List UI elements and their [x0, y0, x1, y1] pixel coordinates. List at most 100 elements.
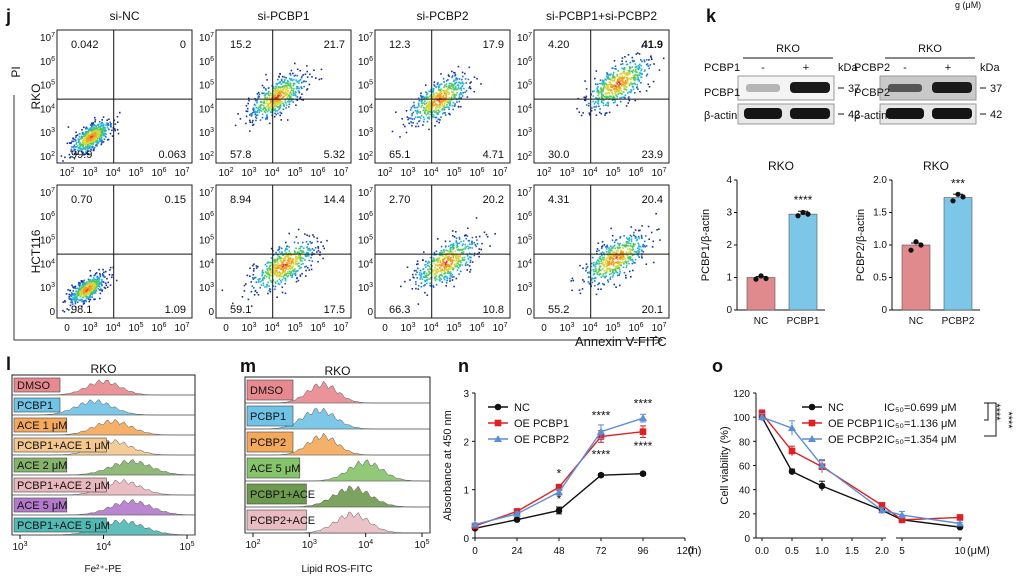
flow-event-dot: [601, 98, 604, 101]
flow-event-dot: [87, 144, 89, 146]
flow-event-dot: [97, 124, 99, 126]
flow-event-dot: [289, 257, 292, 260]
flow-xtick: 107: [651, 322, 666, 334]
flow-event-dot: [421, 104, 423, 107]
flow-event-dot: [278, 82, 280, 84]
sig-bracket: [984, 402, 989, 421]
flow-event-dot: [323, 247, 325, 250]
flow-event-dot: [462, 240, 465, 242]
flow-event-dot: [420, 92, 422, 95]
flow-event-dot: [448, 264, 451, 267]
flow-event-dot: [75, 141, 78, 144]
flow-xtick: 102: [59, 167, 74, 179]
flow-event-dot: [604, 272, 606, 275]
flow-event-dot: [622, 252, 624, 255]
flow-event-dot: [458, 258, 460, 260]
histo-label: PCBP2+ACE: [250, 515, 315, 527]
flow-event-dot: [75, 287, 77, 290]
flow-event-dot: [610, 89, 613, 92]
flow-event-dot: [422, 109, 425, 112]
flow-xtick: 104: [582, 322, 597, 334]
flow-event-dot: [268, 285, 270, 287]
flow-event-dot: [571, 289, 573, 292]
flow-event-dot: [102, 127, 105, 130]
flow-event-dot: [277, 108, 280, 111]
flow-event-dot: [270, 94, 273, 97]
flow-event-dot: [612, 80, 615, 82]
flow-event-dot: [415, 283, 417, 286]
flow-xtick: 103: [400, 167, 415, 179]
flow-quadrant-ur: 20.2: [483, 194, 504, 206]
flow-event-dot: [637, 77, 640, 79]
flow-event-dot: [455, 259, 458, 262]
flow-event-dot: [596, 97, 598, 100]
flow-event-dot: [299, 274, 302, 276]
flow-ytick: 106: [358, 211, 373, 223]
flow-event-dot: [275, 105, 278, 107]
flow-event-dot: [289, 266, 291, 268]
flow-event-dot: [449, 257, 451, 259]
flow-event-dot: [614, 247, 617, 250]
flow-event-dot: [596, 263, 599, 265]
flow-event-dot: [461, 257, 464, 259]
flow-event-dot: [418, 120, 421, 122]
flow-event-dot: [290, 254, 293, 256]
flow-event-dot: [632, 260, 634, 263]
flow-event-dot: [259, 286, 261, 289]
flow-event-dot: [297, 264, 300, 267]
flow-event-dot: [632, 243, 635, 246]
flow-event-dot: [263, 92, 265, 94]
flow-event-dot: [98, 281, 100, 283]
legend-label: OE PCBP1: [514, 418, 569, 430]
flow-event-dot: [92, 279, 95, 282]
flow-event-dot: [420, 272, 423, 275]
bar-ytick-label: 3: [726, 208, 732, 219]
flow-event-dot: [280, 86, 282, 89]
flow-event-dot: [102, 268, 104, 271]
flow-event-dot: [632, 60, 634, 63]
flow-event-dot: [606, 264, 608, 267]
flow-xtick: 105: [287, 322, 302, 334]
panel-label-n: n: [458, 356, 469, 376]
flow-event-dot: [599, 255, 602, 258]
flow-event-dot: [458, 100, 461, 103]
flow-event-dot: [626, 86, 628, 88]
flow-event-dot: [430, 102, 432, 104]
flow-event-dot: [438, 258, 440, 260]
flow-event-dot: [628, 91, 630, 93]
flow-event-dot: [82, 281, 85, 283]
flow-event-dot: [298, 252, 300, 255]
flow-event-dot: [438, 105, 441, 107]
flow-event-dot: [264, 93, 267, 95]
flow-event-dot: [99, 281, 101, 284]
flow-event-dot: [270, 99, 272, 102]
flow-event-dot: [603, 84, 605, 87]
flow-event-dot: [266, 262, 268, 264]
flow-event-dot: [451, 268, 454, 270]
flow-event-dot: [308, 235, 311, 237]
flow-event-dot: [634, 258, 637, 261]
flow-event-dot: [290, 272, 292, 274]
flow-event-dot: [253, 287, 255, 289]
flow-event-dot: [446, 249, 449, 252]
flow-event-dot: [641, 46, 643, 48]
flow-event-dot: [465, 237, 468, 240]
flow-event-dot: [448, 92, 451, 95]
flow-event-dot: [287, 87, 289, 89]
flow-event-dot: [277, 272, 279, 275]
flow-event-dot: [79, 299, 81, 302]
flow-event-dot: [93, 130, 96, 132]
flow-event-dot: [438, 101, 441, 104]
flow-event-dot: [443, 90, 446, 92]
flow-event-dot: [622, 96, 624, 98]
flow-event-dot: [289, 74, 292, 76]
flow-event-dot: [647, 225, 650, 228]
flow-event-dot: [448, 82, 451, 85]
flow-event-dot: [424, 291, 426, 294]
legend-ic50: IC₅₀=1.354 μM: [884, 434, 957, 446]
flow-event-dot: [285, 104, 288, 106]
flow-event-dot: [641, 60, 643, 63]
flow-event-dot: [616, 96, 619, 98]
flow-quadrant-ul: 2.70: [389, 194, 410, 206]
flow-event-dot: [598, 282, 600, 285]
